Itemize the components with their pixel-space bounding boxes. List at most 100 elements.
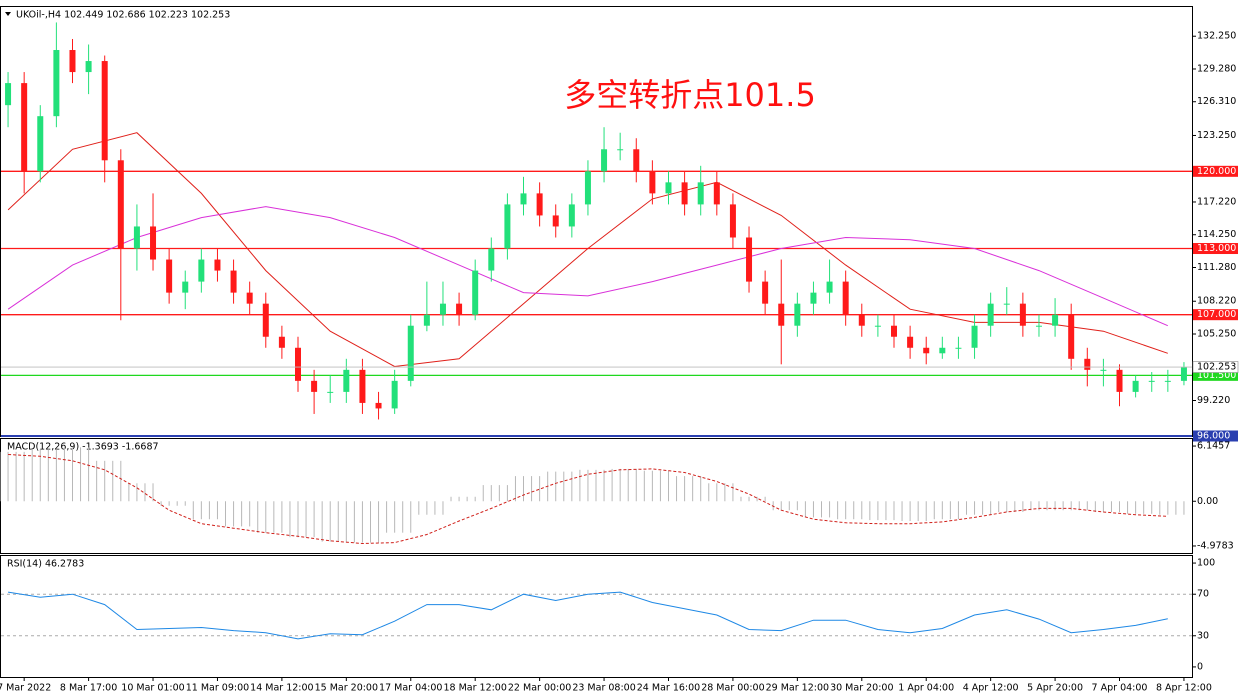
candle-body [423, 314, 430, 326]
candle-body [923, 347, 930, 354]
candle-body [729, 204, 736, 238]
y-tick-label: 30 [1197, 630, 1209, 641]
candle-body [262, 303, 269, 337]
candle-body [762, 281, 769, 304]
y-tick-label: 70 [1197, 589, 1209, 600]
x-tick-label: 14 Mar 12:00 [250, 683, 313, 694]
candle-body [278, 336, 285, 348]
candle-body [874, 325, 881, 327]
y-tick-label: 129.280 [1197, 63, 1236, 74]
y-tick-label: 0.00 [1197, 496, 1218, 507]
candle-body [439, 303, 446, 315]
candle-body [617, 149, 624, 151]
level-label-box [1193, 369, 1238, 381]
candle-body [1019, 303, 1026, 326]
candle-body [826, 281, 833, 293]
candle-body [1068, 314, 1075, 359]
candle-body [746, 237, 753, 282]
candle-body [214, 259, 221, 271]
candle-body [681, 182, 688, 205]
x-tick-label: 1 Apr 04:00 [898, 683, 954, 694]
rsi-title: RSI(14) 46.2783 [7, 559, 84, 570]
x-tick-label: 11 Mar 09:00 [186, 683, 249, 694]
candle-body [327, 391, 334, 393]
candle-body [955, 347, 962, 349]
y-tick-label: 99.220 [1197, 395, 1230, 406]
x-tick-label: 7 Apr 04:00 [1092, 683, 1148, 694]
candle-body [230, 270, 237, 293]
y-tick-label: 123.250 [1197, 130, 1236, 141]
candle-body [182, 281, 189, 293]
candle-body [456, 303, 463, 315]
level-label: 113.000 [1197, 243, 1236, 254]
y-tick-label: 117.220 [1197, 196, 1236, 207]
candle-body [37, 116, 44, 172]
candle-body [198, 259, 205, 282]
candle-body [939, 347, 946, 354]
chart-title: UKOil-,H4 102.449 102.686 102.223 102.25… [16, 10, 230, 21]
candle-body [987, 303, 994, 326]
x-tick-label: 4 Apr 12:00 [963, 683, 1019, 694]
menu-triangle [5, 12, 11, 16]
candle-body [1035, 325, 1042, 327]
candle-body [778, 303, 785, 326]
candle-body [53, 50, 60, 117]
y-tick-label: 108.220 [1197, 296, 1236, 307]
candle-body [810, 292, 817, 304]
candle-body [858, 314, 865, 326]
candle-body [117, 160, 124, 249]
candle-body [1003, 303, 1010, 305]
candle-body [552, 215, 559, 227]
x-tick-label: 7 Mar 2022 [0, 683, 51, 694]
candle-body [69, 50, 76, 73]
candle-body [1164, 380, 1171, 382]
level-label-box [1193, 309, 1238, 321]
x-tick-label: 30 Mar 20:00 [830, 683, 893, 694]
candle-body [907, 336, 914, 348]
candle-body [407, 325, 414, 381]
x-tick-label: 29 Mar 12:00 [766, 683, 829, 694]
x-tick-label: 18 Mar 12:00 [443, 683, 506, 694]
candle-body [504, 204, 511, 249]
candle-body [21, 83, 28, 172]
candle-body [150, 226, 157, 260]
annotation: 多空转折点101.5 [564, 76, 816, 114]
x-tick-label: 28 Mar 00:00 [701, 683, 764, 694]
x-tick-label: 23 Mar 08:00 [572, 683, 635, 694]
candle-body [1148, 380, 1155, 382]
level-label-box [1193, 243, 1238, 255]
x-tick-label: 8 Apr 12:00 [1156, 683, 1212, 694]
candle-body [311, 380, 318, 392]
y-tick-label: 126.310 [1197, 96, 1236, 107]
moving-average [7, 206, 1168, 327]
x-tick-label: 24 Mar 16:00 [637, 683, 700, 694]
candle-body [472, 270, 479, 315]
y-tick-label: 132.250 [1197, 31, 1236, 42]
y-tick-label: 6.1457 [1197, 441, 1230, 452]
candle-body [295, 347, 301, 381]
candle-body [633, 149, 640, 172]
candle-body [359, 369, 366, 403]
candle-body [1180, 367, 1187, 381]
candle-body [971, 325, 978, 348]
level-label-box [1193, 430, 1238, 442]
last-price-box [1192, 361, 1239, 373]
candle-body [391, 380, 398, 409]
candle-body [520, 193, 527, 205]
level-label-box [1193, 165, 1238, 177]
x-tick-label: 15 Mar 20:00 [315, 683, 378, 694]
level-label: 101.500 [1197, 370, 1236, 381]
y-tick-label: 100 [1197, 558, 1215, 569]
candle-body [794, 303, 801, 326]
candle-body [568, 204, 575, 227]
macd-signal [8, 454, 1168, 545]
candle-body [1084, 358, 1091, 370]
macd-title: MACD(12,26,9) -1.3693 -1.6687 [7, 442, 159, 453]
x-tick-label: 22 Mar 00:00 [508, 683, 571, 694]
last-price-label: 102.253 [1197, 362, 1236, 373]
candle-body [842, 281, 849, 315]
candle-body [536, 193, 543, 216]
candle-body [584, 171, 591, 205]
rsi-pane-frame [0, 555, 1193, 678]
x-tick-label: 8 Mar 17:00 [60, 683, 117, 694]
